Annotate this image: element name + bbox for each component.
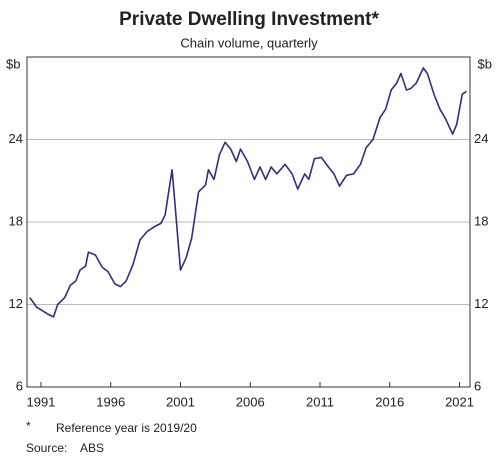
plot-frame xyxy=(26,56,471,388)
y-tick-label: 24 xyxy=(9,131,23,146)
y2-axis-label: $b xyxy=(478,56,492,71)
chart-title: Private Dwelling Investment* xyxy=(119,9,379,30)
y-tick-label: 18 xyxy=(9,213,23,228)
x-tick-label: 2006 xyxy=(236,394,265,409)
x-tick-label: 1991 xyxy=(26,394,55,409)
chart-subtitle: Chain volume, quarterly xyxy=(180,35,318,50)
x-tick-label: 2021 xyxy=(445,394,474,409)
y2-tick-label: 6 xyxy=(474,378,481,393)
note-marker: * xyxy=(26,419,31,433)
y-tick-label: 6 xyxy=(16,378,23,393)
x-tick-label: 2001 xyxy=(166,394,195,409)
y2-tick-label: 12 xyxy=(474,296,488,311)
source-label: Source: xyxy=(26,441,67,455)
y2-tick-label: 24 xyxy=(474,131,488,146)
y-axis-label: $b xyxy=(6,56,20,71)
x-tick-label: 2011 xyxy=(306,394,334,409)
series-line xyxy=(29,67,467,318)
y-tick-label: 12 xyxy=(9,296,23,311)
y2-tick-label: 18 xyxy=(474,213,488,228)
x-tick-label: 1996 xyxy=(96,394,125,409)
source: ABS xyxy=(80,441,104,455)
note-text: Reference year is 2019/20 xyxy=(56,421,197,435)
x-tick-label: 2016 xyxy=(375,394,404,409)
